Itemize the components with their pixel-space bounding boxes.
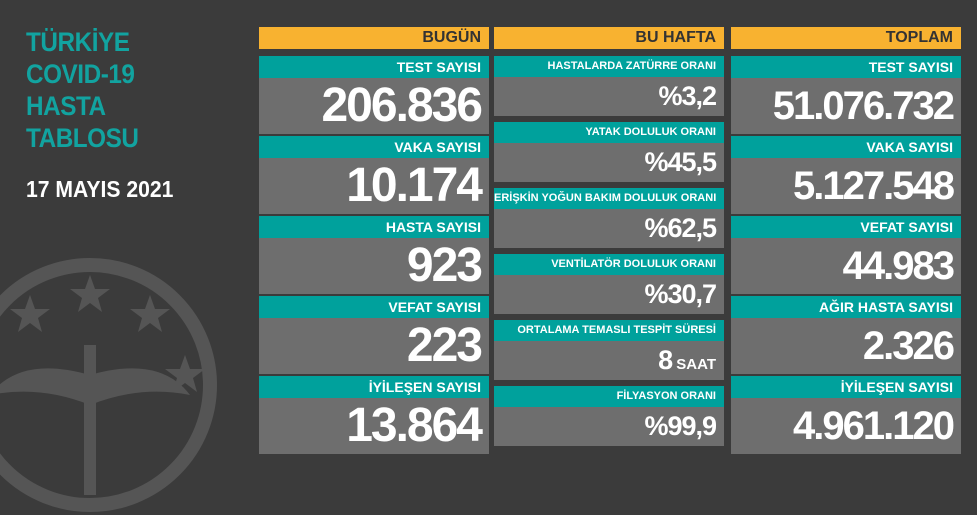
stat-number: %45,5 bbox=[644, 147, 717, 177]
stat-number: 5.127.548 bbox=[793, 164, 955, 208]
stat-label: VEFAT SAYISI bbox=[731, 216, 961, 238]
column-header: TOPLAM bbox=[731, 27, 961, 49]
ministry-emblem-icon bbox=[0, 258, 217, 512]
stat-value: 44.983 bbox=[731, 238, 961, 294]
stat-card: VAKA SAYISI 10.174 bbox=[259, 136, 489, 214]
stat-label: HASTA SAYISI bbox=[259, 216, 489, 238]
stat-value: 4.961.120 bbox=[731, 398, 961, 454]
stat-card: VEFAT SAYISI 223 bbox=[259, 296, 489, 374]
stat-card: VAKA SAYISI 5.127.548 bbox=[731, 136, 961, 214]
stat-value: 923 bbox=[259, 238, 489, 294]
stat-label: ORTALAMA TEMASLI TESPİT SÜRESİ bbox=[494, 320, 724, 341]
title-line: COVID-19 bbox=[26, 59, 135, 89]
stat-card: TEST SAYISI 51.076.732 bbox=[731, 56, 961, 134]
today-column: BUGÜN TEST SAYISI 206.836 VAKA SAYISI 10.17… bbox=[259, 27, 489, 454]
title-line: TABLOSU bbox=[26, 123, 139, 153]
stat-value: 8 SAAT bbox=[494, 341, 724, 380]
stat-number: 223 bbox=[406, 319, 483, 372]
stat-card: TEST SAYISI 206.836 bbox=[259, 56, 489, 134]
column-header: BUGÜN bbox=[259, 27, 489, 49]
total-column: TOPLAM TEST SAYISI 51.076.732 VAKA SAYISI 5… bbox=[731, 27, 961, 454]
stat-number: 8 bbox=[658, 345, 673, 375]
stat-card: VEFAT SAYISI 44.983 bbox=[731, 216, 961, 294]
stat-label: YATAK DOLULUK ORANI bbox=[494, 122, 724, 143]
stat-card: VENTİLATÖR DOLULUK ORANI %30,7 bbox=[494, 254, 724, 314]
stat-card: HASTALARDA ZATÜRRE ORANI %3,2 bbox=[494, 56, 724, 116]
stat-card: ERİŞKİN YOĞUN BAKIM DOLULUK ORANI %62,5 bbox=[494, 188, 724, 248]
stat-label: VAKA SAYISI bbox=[731, 136, 961, 158]
stat-card: FİLYASYON ORANI %99,9 bbox=[494, 386, 724, 446]
stat-value: 51.076.732 bbox=[731, 78, 961, 134]
stat-value: 206.836 bbox=[259, 78, 489, 134]
stat-number: 13.864 bbox=[346, 399, 483, 452]
page-title: TÜRKİYE COVID-19 HASTA TABLOSU bbox=[26, 26, 139, 154]
stat-number: 206.836 bbox=[321, 79, 483, 132]
title-line: TÜRKİYE bbox=[26, 27, 130, 57]
stat-value: 2.326 bbox=[731, 318, 961, 374]
stat-value: 5.127.548 bbox=[731, 158, 961, 214]
stat-value: %45,5 bbox=[494, 143, 724, 182]
stat-label: AĞIR HASTA SAYISI bbox=[731, 296, 961, 318]
stat-label: FİLYASYON ORANI bbox=[494, 386, 724, 407]
stat-value: 13.864 bbox=[259, 398, 489, 454]
week-column: BU HAFTA HASTALARDA ZATÜRRE ORANI %3,2 YAT… bbox=[494, 27, 724, 446]
stat-label: HASTALARDA ZATÜRRE ORANI bbox=[494, 56, 724, 77]
stat-value: %30,7 bbox=[494, 275, 724, 314]
stat-number: 923 bbox=[406, 239, 483, 292]
stat-number: %99,9 bbox=[644, 411, 717, 441]
stat-number: %30,7 bbox=[644, 279, 717, 309]
stat-label: ERİŞKİN YOĞUN BAKIM DOLULUK ORANI bbox=[494, 188, 724, 209]
stat-card: İYİLEŞEN SAYISI 4.961.120 bbox=[731, 376, 961, 454]
stat-unit: SAAT bbox=[672, 356, 716, 373]
stat-card: İYİLEŞEN SAYISI 13.864 bbox=[259, 376, 489, 454]
stat-number: 10.174 bbox=[346, 159, 483, 212]
stat-card: YATAK DOLULUK ORANI %45,5 bbox=[494, 122, 724, 182]
stat-number: %62,5 bbox=[644, 213, 717, 243]
stat-label: İYİLEŞEN SAYISI bbox=[731, 376, 961, 398]
stat-card: AĞIR HASTA SAYISI 2.326 bbox=[731, 296, 961, 374]
stat-number: 44.983 bbox=[842, 244, 955, 288]
stat-number: 4.961.120 bbox=[793, 404, 955, 448]
stat-card: ORTALAMA TEMASLI TESPİT SÜRESİ 8 SAAT bbox=[494, 320, 724, 380]
report-date: 17 MAYIS 2021 bbox=[26, 176, 174, 202]
stat-value: %62,5 bbox=[494, 209, 724, 248]
stat-number: 51.076.732 bbox=[772, 84, 955, 128]
stat-label: VAKA SAYISI bbox=[259, 136, 489, 158]
column-header: BU HAFTA bbox=[494, 27, 724, 49]
stat-number: %3,2 bbox=[658, 81, 717, 111]
stat-label: VENTİLATÖR DOLULUK ORANI bbox=[494, 254, 724, 275]
stat-number: 2.326 bbox=[862, 324, 955, 368]
stat-label: İYİLEŞEN SAYISI bbox=[259, 376, 489, 398]
stat-card: HASTA SAYISI 923 bbox=[259, 216, 489, 294]
stat-label: VEFAT SAYISI bbox=[259, 296, 489, 318]
title-line: HASTA bbox=[26, 91, 106, 121]
stat-value: %99,9 bbox=[494, 407, 724, 446]
stat-label: TEST SAYISI bbox=[731, 56, 961, 78]
stat-value: 223 bbox=[259, 318, 489, 374]
stat-value: 10.174 bbox=[259, 158, 489, 214]
stat-value: %3,2 bbox=[494, 77, 724, 116]
stat-label: TEST SAYISI bbox=[259, 56, 489, 78]
